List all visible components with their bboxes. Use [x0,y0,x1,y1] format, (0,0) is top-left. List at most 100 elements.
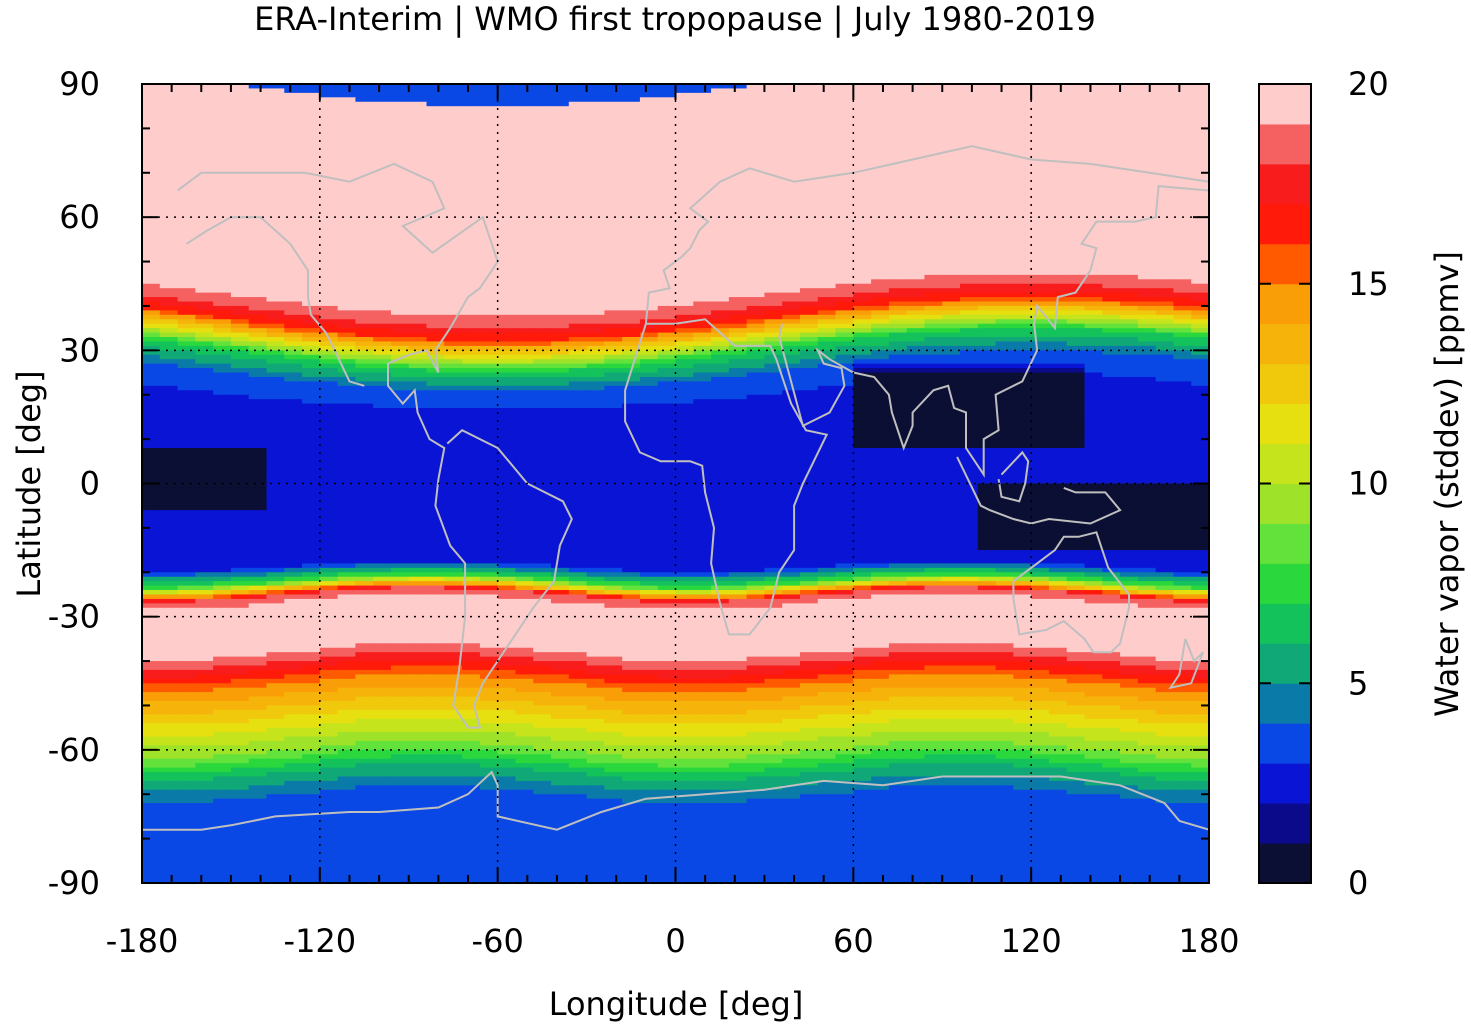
field-cell [284,265,303,272]
field-cell [657,408,677,414]
field-cell [1155,439,1175,445]
field-cell [1048,208,1068,214]
field-cell [284,421,303,427]
field-cell [675,257,694,263]
field-cell [799,425,819,431]
field-cell [337,425,356,431]
field-cell [639,115,659,121]
field-cell [142,394,161,400]
field-cell [213,128,232,134]
field-cell [995,443,1014,449]
field-cell [604,332,623,338]
field-cell [444,425,463,431]
field-cell [960,310,979,316]
field-cell [1084,146,1103,152]
field-cell [551,110,570,116]
field-cell [639,181,659,187]
field-cell [355,283,374,289]
field-cell [1120,119,1139,125]
field-cell [711,181,730,187]
field-cell [657,177,677,183]
field-cell [657,301,677,307]
field-cell [906,194,926,201]
field-cell [924,212,943,218]
field-cell [995,310,1014,316]
field-cell [551,221,570,227]
field-cell [817,199,837,205]
field-cell [177,292,196,298]
field-cell [942,350,961,356]
field-cell [1173,354,1192,360]
field-cell [586,243,605,249]
field-cell [230,239,250,245]
field-cell [444,297,463,303]
field-cell [390,159,410,165]
field-cell [799,194,819,201]
field-cell [302,314,321,320]
field-cell [408,239,428,245]
field-cell [1155,123,1175,129]
field-cell [960,239,979,245]
field-cell [568,239,588,245]
field-cell [373,221,392,227]
field-cell [551,186,570,192]
field-cell [533,345,552,351]
field-cell [622,212,641,218]
field-cell [586,226,605,232]
field-cell [195,119,214,125]
field-cell [888,248,908,254]
field-cell [853,341,872,347]
field-cell [639,439,659,445]
field-cell [622,172,641,178]
field-cell [1102,186,1121,192]
field-cell [462,430,481,436]
field-cell [1120,279,1139,285]
field-cell [551,128,570,134]
field-cell [355,155,374,161]
field-cell [906,270,926,276]
field-cell [390,181,410,187]
field-cell [622,270,641,276]
field-cell [888,172,908,178]
field-cell [1013,381,1032,387]
field-cell [302,425,321,431]
field-cell [337,190,356,196]
field-cell [444,274,463,280]
field-cell [835,319,854,325]
field-cell [693,279,712,285]
field-cell [142,84,161,90]
field-cell [142,337,161,343]
field-cell [1013,261,1032,267]
field-cell [462,186,481,192]
field-cell [1173,146,1192,152]
field-cell [177,341,196,347]
field-cell [568,381,588,387]
field-cell [1066,274,1086,280]
field-cell [159,452,179,458]
field-cell [302,97,321,103]
field-cell [675,221,694,227]
field-cell [995,128,1014,134]
field-cell [248,163,268,169]
field-cell [604,110,623,116]
field-cell [515,141,534,147]
field-cell [817,208,837,214]
field-cell [284,221,303,227]
field-cell [408,270,428,276]
field-cell [853,376,872,383]
field-cell [1066,314,1086,320]
field-cell [568,257,588,263]
field-cell [1137,399,1157,405]
field-cell [426,132,445,138]
field-cell [533,319,552,325]
field-cell [479,150,499,156]
field-cell [213,163,232,169]
field-cell [302,88,321,94]
field-cell [1066,408,1086,414]
field-cell [284,92,303,98]
field-cell [604,132,623,138]
field-cell [319,310,339,316]
field-cell [230,234,250,240]
field-cell [586,101,605,107]
field-cell [799,319,819,325]
